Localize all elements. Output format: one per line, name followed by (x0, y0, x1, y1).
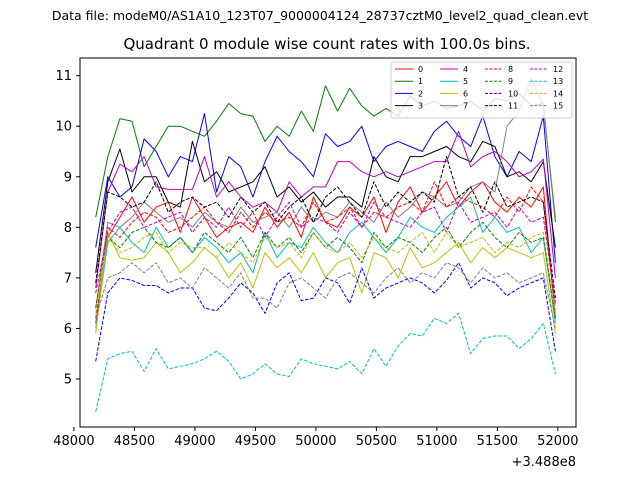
legend-label: 9 (508, 77, 513, 86)
series-line-15 (95, 262, 556, 329)
y-tick-label: 6 (64, 322, 72, 337)
y-tick-label: 9 (64, 170, 72, 185)
legend-label: 11 (508, 102, 518, 111)
x-tick-label: 49000 (174, 434, 215, 449)
legend-label: 8 (508, 65, 513, 74)
legend-label: 6 (463, 89, 468, 98)
series-line-10 (95, 262, 556, 362)
x-tick-label: 50500 (356, 434, 397, 449)
x-tick-label: 48000 (53, 434, 94, 449)
legend-label: 7 (463, 102, 468, 111)
series-line-12 (95, 201, 556, 304)
series-line-2 (95, 113, 556, 263)
series-layer (95, 77, 556, 412)
series-line-13 (95, 312, 556, 412)
series-line-3 (95, 140, 556, 273)
legend-label: 0 (418, 65, 423, 74)
x-tick-label: 49500 (235, 434, 276, 449)
legend-label: 5 (463, 77, 468, 86)
chart-title: Quadrant 0 module wise count rates with … (123, 35, 530, 53)
y-tick-label: 11 (55, 69, 72, 84)
legend-label: 13 (553, 77, 563, 86)
legend-label: 12 (553, 65, 563, 74)
y-tick-label: 7 (64, 271, 72, 286)
axes-frame (79, 57, 577, 428)
legend-label: 4 (463, 65, 468, 74)
x-tick-label: 52000 (537, 434, 578, 449)
x-tick-label: 51000 (416, 434, 457, 449)
series-line-7 (95, 77, 556, 309)
legend-box (390, 61, 573, 119)
y-tick-label: 8 (64, 221, 72, 236)
legend-label: 10 (508, 89, 518, 98)
legend-label: 14 (553, 89, 563, 98)
legend-label: 2 (418, 89, 423, 98)
suptitle: Data file: modeM0/AS1A10_123T07_90000041… (52, 8, 588, 23)
series-line-14 (95, 231, 556, 314)
legend-label: 15 (553, 102, 563, 111)
y-tick-label: 5 (64, 372, 72, 387)
legend-label: 3 (418, 102, 423, 111)
x-tick-label: 51500 (477, 434, 518, 449)
x-offset-label: +3.488e8 (512, 455, 576, 470)
series-line-11 (95, 156, 556, 299)
legend-label: 1 (418, 77, 423, 86)
series-line-4 (95, 130, 556, 289)
x-tick-label: 50000 (295, 434, 336, 449)
y-tick-label: 10 (55, 120, 72, 135)
series-line-5 (95, 196, 556, 329)
x-axis: 48000 48500 49000 49500 50000 50500 51000 51500… (53, 427, 579, 449)
x-tick-label: 48500 (114, 434, 155, 449)
y-axis: 5 6 7 8 9 10 11 (55, 69, 80, 387)
